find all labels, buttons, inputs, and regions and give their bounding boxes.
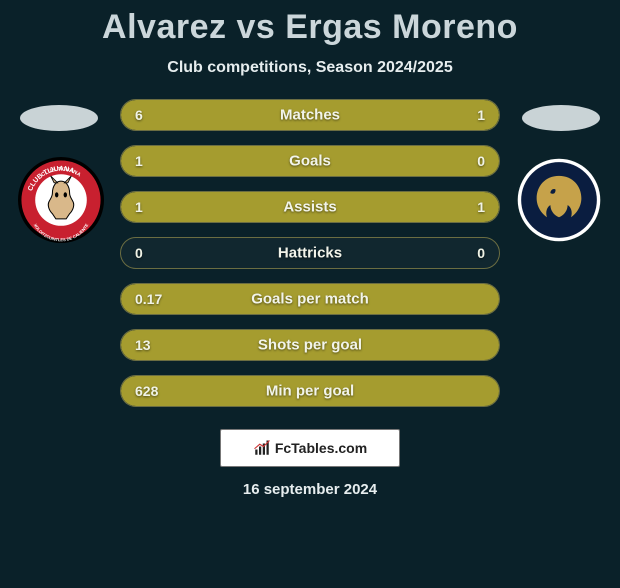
footer-brand-badge: FcTables.com (220, 429, 400, 467)
stat-value-left: 0.17 (135, 291, 162, 307)
stat-row: 0 0 Hattricks (120, 237, 500, 269)
stat-label: Goals (289, 153, 331, 170)
stat-label: Matches (280, 107, 340, 124)
club-logo-right (516, 157, 602, 243)
stat-row: 0.17 Goals per match (120, 283, 500, 315)
stat-fill-left (121, 192, 310, 222)
pumas-badge-icon (516, 157, 602, 243)
stat-row: 13 Shots per goal (120, 329, 500, 361)
player-right-oval (522, 105, 600, 131)
stat-value-right: 1 (477, 199, 485, 215)
stat-label: Goals per match (251, 291, 369, 308)
page-title: Alvarez vs Ergas Moreno (0, 8, 620, 47)
club-logo-left: CLUB TIJUANA CLUB TIJUANA XOLOITZCUINTLE… (18, 157, 104, 243)
stat-row: 1 1 Assists (120, 191, 500, 223)
stat-label: Min per goal (266, 383, 354, 400)
stat-label: Hattricks (278, 245, 342, 262)
stat-fill-right (310, 192, 499, 222)
stat-value-left: 0 (135, 245, 143, 261)
stat-label: Shots per goal (258, 337, 362, 354)
stat-value-right: 0 (477, 245, 485, 261)
stat-row: 1 0 Goals (120, 145, 500, 177)
stat-value-left: 628 (135, 383, 158, 399)
stat-value-left: 6 (135, 107, 143, 123)
stat-row: 628 Min per goal (120, 375, 500, 407)
stat-value-right: 1 (477, 107, 485, 123)
stat-row: 6 1 Matches (120, 99, 500, 131)
chart-icon (253, 439, 271, 457)
stat-value-left: 1 (135, 153, 143, 169)
comparison-panel: CLUB TIJUANA CLUB TIJUANA XOLOITZCUINTLE… (0, 99, 620, 407)
player-left-oval (20, 105, 98, 131)
stat-fill-right (442, 100, 499, 130)
stat-bars: 6 1 Matches 1 0 Goals 1 1 Assists 0 0 Hattricks 0.17… (120, 99, 500, 407)
stat-value-right: 0 (477, 153, 485, 169)
date-label: 16 september 2024 (0, 481, 620, 498)
footer-brand-text: FcTables.com (275, 440, 367, 456)
stat-value-left: 1 (135, 199, 143, 215)
tijuana-badge-icon: CLUB TIJUANA CLUB TIJUANA XOLOITZCUINTLE… (18, 157, 104, 243)
stat-label: Assists (283, 199, 336, 216)
subtitle: Club competitions, Season 2024/2025 (0, 59, 620, 77)
stat-value-left: 13 (135, 337, 151, 353)
